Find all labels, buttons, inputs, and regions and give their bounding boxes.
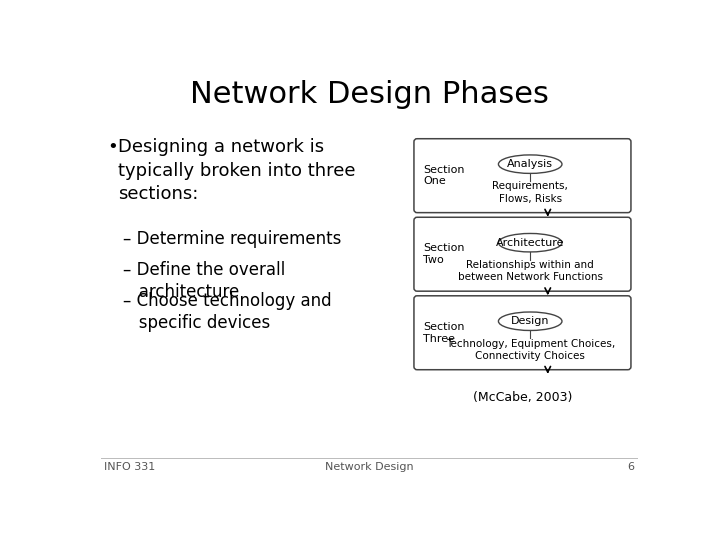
Text: Relationships within and
between Network Functions: Relationships within and between Network…	[458, 260, 603, 282]
Ellipse shape	[498, 312, 562, 330]
Text: Design: Design	[511, 316, 549, 326]
Text: – Choose technology and
   specific devices: – Choose technology and specific devices	[122, 292, 331, 332]
FancyBboxPatch shape	[414, 139, 631, 213]
Text: 6: 6	[627, 462, 634, 472]
FancyBboxPatch shape	[414, 296, 631, 370]
Text: – Determine requirements: – Determine requirements	[122, 231, 341, 248]
Text: INFO 331: INFO 331	[104, 462, 156, 472]
Text: Network Design: Network Design	[325, 462, 413, 472]
Text: Designing a network is
typically broken into three
sections:: Designing a network is typically broken …	[118, 138, 356, 203]
Text: Section
One: Section One	[423, 165, 464, 186]
Ellipse shape	[498, 233, 562, 252]
FancyBboxPatch shape	[414, 217, 631, 291]
Text: – Define the overall
   architecture: – Define the overall architecture	[122, 261, 285, 301]
Text: Analysis: Analysis	[507, 159, 553, 169]
Text: Network Design Phases: Network Design Phases	[189, 79, 549, 109]
Text: (McCabe, 2003): (McCabe, 2003)	[473, 392, 572, 404]
Text: Technology, Equipment Choices,
Connectivity Choices: Technology, Equipment Choices, Connectiv…	[446, 339, 615, 361]
Text: •: •	[107, 138, 118, 156]
Text: Architecture: Architecture	[496, 238, 564, 248]
Text: Requirements,
Flows, Risks: Requirements, Flows, Risks	[492, 181, 568, 204]
Text: Section
Two: Section Two	[423, 244, 464, 265]
Ellipse shape	[498, 155, 562, 173]
Text: Section
Three: Section Three	[423, 322, 464, 343]
